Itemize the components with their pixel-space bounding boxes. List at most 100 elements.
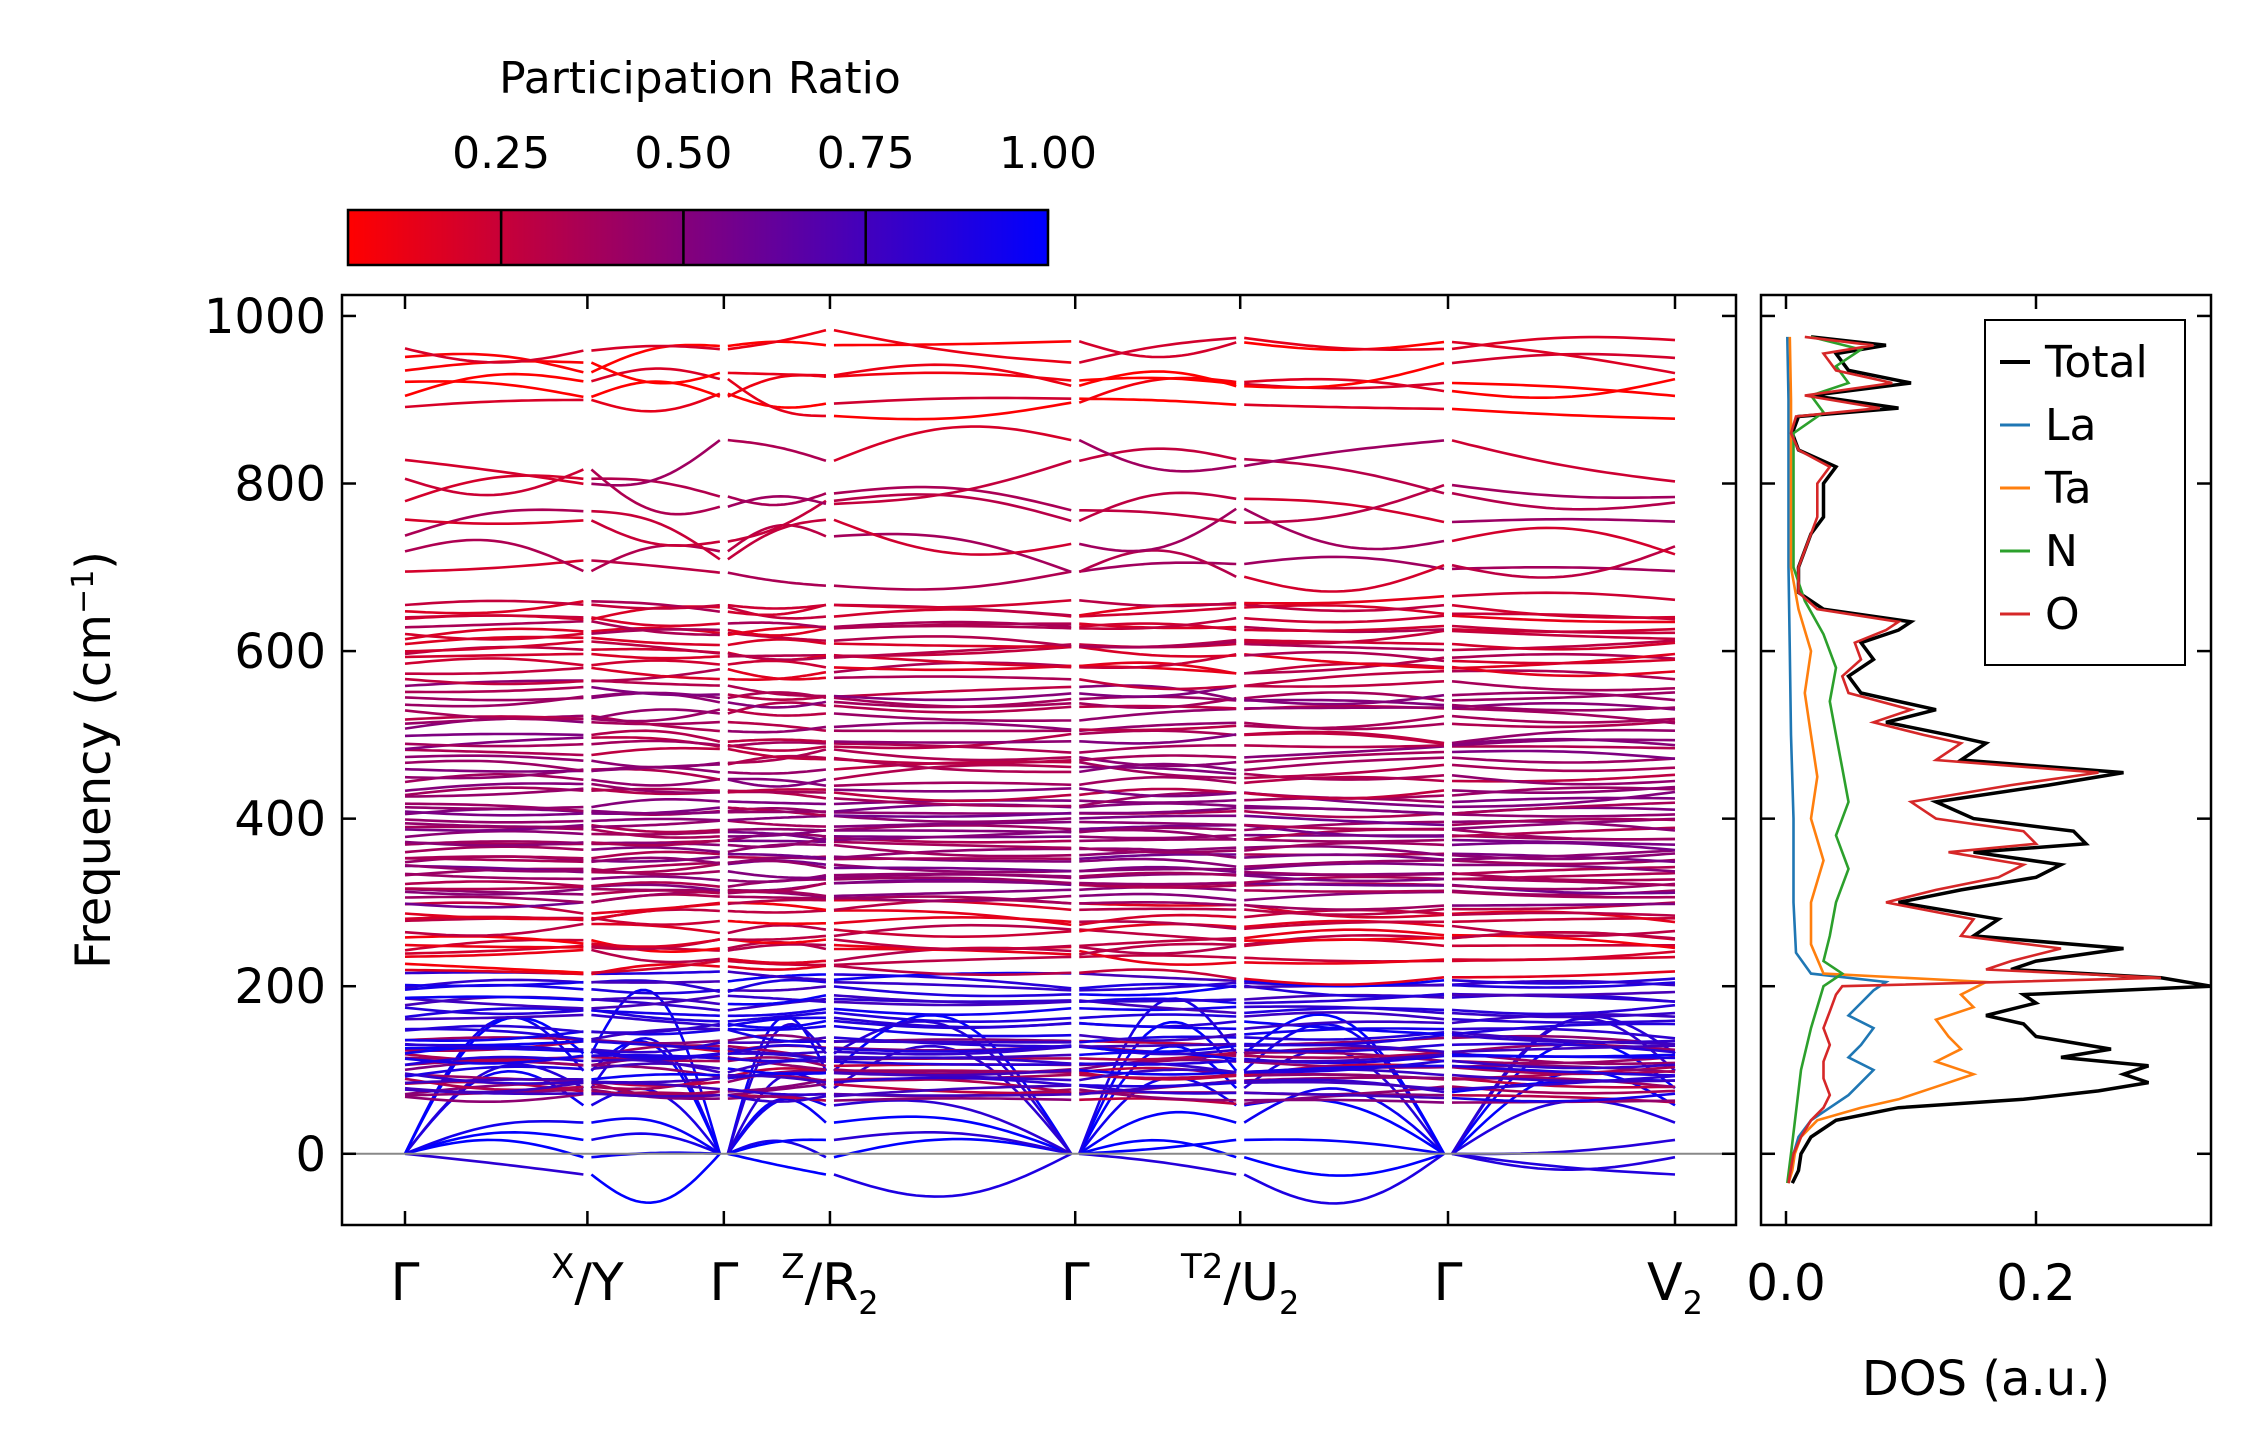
band-line	[1079, 982, 1237, 990]
band-line	[404, 458, 584, 486]
label-base: Γ	[709, 1253, 738, 1313]
band-line	[1079, 871, 1237, 878]
band-line	[833, 829, 1072, 842]
band-line	[591, 850, 720, 860]
band-line	[1451, 737, 1676, 747]
band-line	[404, 887, 584, 896]
band-line	[1451, 591, 1676, 602]
band-line	[833, 1045, 1072, 1056]
band-line	[405, 885, 584, 891]
label-base: V	[1647, 1253, 1683, 1313]
band-line	[727, 1093, 827, 1103]
band-line	[403, 1063, 585, 1155]
band-line	[727, 741, 827, 748]
band-line	[833, 624, 1072, 630]
band-line	[1244, 361, 1445, 389]
band-line	[833, 485, 1072, 512]
band-line	[591, 777, 721, 787]
band-line	[591, 667, 721, 683]
band-line	[727, 328, 827, 351]
dos-axes-ticks: 0.0 0.2	[1746, 295, 2211, 1312]
band-line	[1244, 903, 1445, 911]
band-line	[591, 1073, 720, 1081]
band-line	[833, 1011, 1072, 1024]
ylabel-sup: −1	[66, 570, 101, 614]
band-line	[1244, 1053, 1445, 1063]
band-line	[1079, 397, 1237, 406]
band-line	[727, 603, 827, 610]
legend-label: O	[2045, 589, 2080, 640]
band-line	[404, 754, 584, 762]
dos-line-ta	[1787, 336, 1991, 1184]
band-line	[404, 1152, 584, 1176]
band-line	[1079, 838, 1237, 843]
band-line	[404, 997, 584, 1010]
band-line	[833, 1024, 1072, 1038]
band-line	[404, 696, 584, 702]
band-line	[1244, 1020, 1445, 1036]
band-line	[1451, 1017, 1676, 1024]
band-line	[833, 1082, 1072, 1095]
band-line	[727, 1087, 826, 1096]
band-line	[1451, 614, 1675, 624]
band-line	[1079, 802, 1237, 809]
band-y-axis-label: Frequency (cm−1)	[66, 551, 123, 969]
band-line	[591, 1117, 721, 1155]
band-line	[1078, 340, 1237, 359]
band-line	[833, 620, 1072, 629]
band-line	[833, 1036, 1072, 1048]
band-line	[833, 518, 1072, 556]
band-line	[1078, 438, 1237, 473]
band-line	[833, 994, 1072, 1004]
band-line	[1451, 981, 1676, 989]
high-symmetry-label: Γ	[1061, 1253, 1090, 1313]
dos-panel: 0.0 0.2 DOS (a.u.) Total La Ta NO	[1746, 293, 2213, 1407]
band-line	[727, 978, 827, 994]
band-line	[404, 768, 584, 780]
band-line	[1451, 641, 1676, 651]
band-line	[1079, 1022, 1237, 1031]
band-line	[1243, 439, 1445, 468]
dos-line-o	[1787, 335, 2162, 1184]
band-line	[591, 881, 720, 888]
band-line	[1244, 603, 1445, 616]
band-line	[727, 1016, 826, 1028]
y-tick-label: 1000	[204, 289, 326, 345]
band-line	[1451, 720, 1676, 729]
band-line	[727, 631, 827, 642]
legend-label: Total	[2044, 337, 2148, 388]
y-tick-label: 800	[234, 457, 326, 513]
band-line	[1451, 1059, 1676, 1070]
band-line	[591, 392, 721, 413]
band-line	[727, 652, 827, 662]
band-line	[404, 380, 584, 399]
band-line	[404, 742, 584, 748]
band-line	[727, 856, 827, 865]
band-line	[404, 1081, 584, 1094]
band-line	[1451, 828, 1676, 841]
band-line	[727, 985, 827, 993]
band-line	[727, 957, 827, 965]
band-line	[591, 666, 720, 681]
band-line	[1451, 756, 1676, 764]
band-line	[1244, 920, 1445, 931]
band-line	[1244, 629, 1445, 645]
dos-line-total	[1790, 335, 2212, 1184]
band-line	[833, 721, 1072, 731]
band-y-axis: 0 200 400 600 800 1000	[204, 289, 1736, 1183]
band-line	[727, 708, 827, 717]
band-line	[1244, 841, 1445, 852]
band-line	[590, 543, 721, 573]
band-line	[1244, 714, 1445, 730]
band-line	[1451, 1152, 1676, 1171]
band-line	[1244, 907, 1445, 917]
band-line	[833, 1131, 1072, 1156]
band-line	[1079, 998, 1237, 1003]
band-line	[1451, 1064, 1676, 1077]
band-line	[1451, 990, 1676, 997]
label-slash: /	[805, 1253, 823, 1313]
band-line	[1244, 336, 1445, 352]
band-line	[727, 819, 826, 828]
band-line	[590, 1152, 721, 1205]
band-line	[833, 675, 1072, 681]
